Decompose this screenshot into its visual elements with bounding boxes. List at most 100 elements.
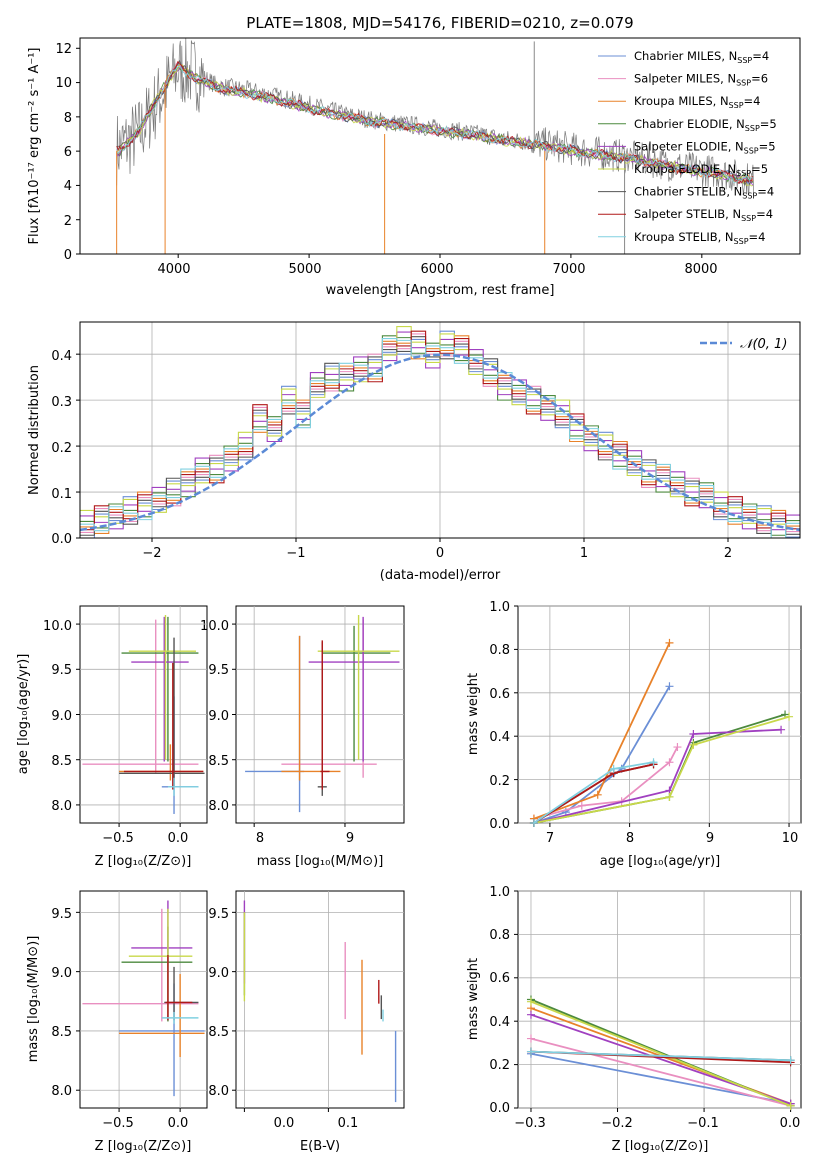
histogram-x-ticks: −2 −1 0 1 2 xyxy=(142,546,732,561)
histogram-x-tick: 1 xyxy=(580,546,588,561)
z-mass-y-tick: 9.5 xyxy=(51,907,72,922)
z-age-y-tick: 10.0 xyxy=(43,619,72,634)
z-weight-marker-kroupa_stelib xyxy=(526,1047,535,1056)
z-weight-y-tick: 0.8 xyxy=(489,928,510,943)
mass-age-y-tick: 9.0 xyxy=(208,709,229,724)
z-mass-x-tick: −0.5 xyxy=(102,1116,134,1131)
model-line-kroupa_stelib xyxy=(116,65,754,184)
legend-subscript: SSP xyxy=(737,56,752,65)
mass-age-x-tick: 9 xyxy=(346,831,354,846)
legend-subscript: SSP xyxy=(744,146,759,155)
parameter-panels: −0.5 0.0 8.0 8.5 9.0 9.5 10.0 Z [log₁₀(Z… xyxy=(16,600,802,1154)
legend-count: =4 xyxy=(756,207,773,221)
age-weight-marker-salpeter_miles xyxy=(673,743,682,752)
histogram-panel: −2 −1 0 1 2 0.0 0.1 0.2 0.3 0.4 (data-mo… xyxy=(27,321,801,583)
histogram-y-label: Normed distribution xyxy=(27,365,42,495)
histogram-y-tick: 0.0 xyxy=(51,532,72,547)
spectrum-x-tick: 5000 xyxy=(288,262,321,277)
histogram-x-tick: 0 xyxy=(436,546,444,561)
z-weight-x-tick: −0.3 xyxy=(514,1116,546,1131)
legend-count: =4 xyxy=(749,230,766,244)
mass-age-x-tick: 8 xyxy=(256,831,264,846)
legend-subscript: SSP xyxy=(734,237,749,246)
age-weight-marker-kroupa_elodie xyxy=(785,712,794,721)
z-weight-marker-kroupa_elodie xyxy=(786,1101,795,1110)
z-weight-frame xyxy=(517,890,802,1109)
ebv-mass-y-tick: 9.5 xyxy=(208,907,229,922)
z-weight-x-tick: −0.1 xyxy=(687,1116,719,1131)
z-weight-y-label: mass weight xyxy=(466,958,481,1040)
legend-label-kroupa_miles: Kroupa MILES, NSSP=4 xyxy=(634,94,760,110)
z-weight-x-tick: −0.2 xyxy=(601,1116,633,1131)
age-weight-x-tick: 9 xyxy=(706,831,714,846)
mass-age-y-tick: 8.0 xyxy=(208,799,229,814)
age-weight-marker-kroupa_miles xyxy=(593,790,602,799)
mass-age-x-label: mass [log₁₀(M/M⊙)] xyxy=(257,854,384,869)
spectrum-axes-frame xyxy=(79,37,801,255)
legend-count: =4 xyxy=(744,94,761,108)
z-age-x-tick: −0.5 xyxy=(102,831,134,846)
legend-subscript: SSP xyxy=(742,192,757,201)
histogram-step-kroupa_stelib xyxy=(80,337,800,539)
z-mass-y-tick: 8.5 xyxy=(51,1025,72,1040)
legend-subscript: SSP xyxy=(729,101,744,110)
spectrum-x-label: wavelength [Angstrom, rest frame] xyxy=(326,283,555,298)
histogram-x-tick: 2 xyxy=(724,546,732,561)
z-mass-y-tick: 9.0 xyxy=(51,966,72,981)
spectrum-plot-area xyxy=(76,37,755,258)
age-weight-x-tick: 7 xyxy=(546,831,554,846)
spectrum-y-label: Flux [fλ10⁻¹⁷ erg cm⁻² s⁻¹ A⁻¹] xyxy=(27,48,42,245)
spectrum-y-tick: 4 xyxy=(64,179,72,194)
legend-label-kroupa_stelib: Kroupa STELIB, NSSP=4 xyxy=(634,230,765,246)
histogram-x-label: (data-model)/error xyxy=(380,568,501,583)
ebv-mass-x-label: E(B-V) xyxy=(300,1139,340,1154)
z-weight-marker-kroupa_elodie xyxy=(526,997,535,1006)
z-weight-x-tick: 0.0 xyxy=(780,1116,801,1131)
ebv-mass-x-tick: 0.0 xyxy=(274,1116,295,1131)
data-spectrum-line xyxy=(116,37,755,196)
legend-label-salpeter_miles: Salpeter MILES, NSSP=6 xyxy=(634,72,768,88)
z-age-y-tick: 9.5 xyxy=(51,663,72,678)
spectrum-title: PLATE=1808, MJD=54176, FIBERID=0210, z=0… xyxy=(246,14,633,32)
ebv-mass-y-tick: 8.5 xyxy=(208,1025,229,1040)
age-weight-x-tick: 8 xyxy=(626,831,634,846)
spectrum-y-tick: 2 xyxy=(64,214,72,229)
z-weight-y-tick: 0.2 xyxy=(489,1058,510,1073)
ebv-mass-frame xyxy=(235,890,405,1109)
histogram-step-salpeter_stelib xyxy=(80,330,800,531)
legend-count: =5 xyxy=(759,139,776,153)
histogram-x-tick: −1 xyxy=(286,546,305,561)
histogram-legend: 𝒩(0, 1) xyxy=(700,337,787,352)
age-weight-x-label: age [log₁₀(age/yr)] xyxy=(600,854,721,869)
z-weight-y-tick: 1.0 xyxy=(489,885,510,900)
histogram-y-tick: 0.2 xyxy=(51,441,72,456)
spectrum-y-tick: 6 xyxy=(64,145,72,160)
z-age-x-tick: 0.0 xyxy=(168,831,189,846)
age-weight-line-kroupa_miles xyxy=(533,642,671,820)
z-mass-y-tick: 8.0 xyxy=(51,1084,72,1099)
mass-age-y-tick: 10.0 xyxy=(200,619,229,634)
ebv-mass-x-tick: 0.1 xyxy=(338,1116,359,1131)
mass-age-y-tick: 8.5 xyxy=(208,754,229,769)
legend-label-salpeter_elodie: Salpeter ELODIE, NSSP=5 xyxy=(634,139,776,155)
age-weight-frame xyxy=(517,605,802,824)
legend-label-kroupa_elodie: Kroupa ELODIE, NSSP=5 xyxy=(634,162,768,178)
z-weight-marker-salpeter_elodie xyxy=(526,1010,535,1019)
histogram-y-tick: 0.3 xyxy=(51,395,72,410)
spectrum-panel: PLATE=1808, MJD=54176, FIBERID=0210, z=0… xyxy=(27,14,801,298)
age-weight-marker-kroupa_stelib xyxy=(529,819,538,827)
age-weight-marker-kroupa_elodie xyxy=(689,740,698,749)
age-weight-y-tick: 0.2 xyxy=(489,774,510,789)
legend-count: =6 xyxy=(751,72,768,86)
age-weight-y-tick: 0.0 xyxy=(489,817,510,832)
age-weight-y-tick: 0.6 xyxy=(489,687,510,702)
age-weight-marker-kroupa_stelib xyxy=(609,764,618,773)
age-weight-x-tick: 10 xyxy=(782,831,799,846)
age-weight-y-tick: 1.0 xyxy=(489,600,510,615)
age-weight-y-label: mass weight xyxy=(466,673,481,755)
legend-label-salpeter_stelib: Salpeter STELIB, NSSP=4 xyxy=(634,207,773,223)
age-weight-marker-kroupa_miles xyxy=(665,638,674,647)
histogram-plot-area xyxy=(76,322,801,542)
z-age-x-label: Z [log₁₀(Z/Z⊙)] xyxy=(95,854,192,869)
